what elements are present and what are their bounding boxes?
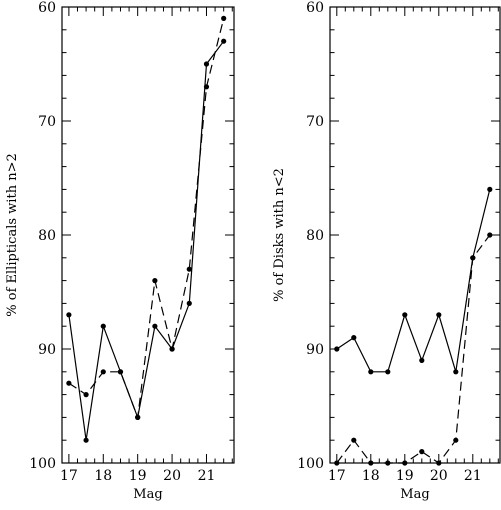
dashed-series-point (470, 255, 476, 261)
x-tick-label: 18 (94, 468, 112, 484)
solid-series-point (385, 369, 391, 375)
solid-series-point (453, 369, 459, 375)
y-tick-label: 80 (38, 228, 56, 244)
solid-series-point (221, 38, 227, 44)
dashed-series-line (336, 234, 491, 464)
dashed-series-point (221, 15, 227, 21)
solid-series-point (186, 300, 192, 306)
dashed-series-point (100, 369, 106, 375)
dashed-series-point (419, 449, 425, 455)
solid-series-point (66, 312, 72, 318)
y-axis-title: % of Disks with n<2 (272, 168, 287, 302)
dashed-series-point (117, 369, 124, 375)
dashed-series-point (152, 278, 158, 284)
y-tick-label: 90 (38, 342, 56, 358)
solid-series-point (334, 346, 340, 352)
solid-series-line (336, 189, 491, 373)
solid-series-line (68, 40, 225, 441)
y-tick-label: 60 (306, 0, 324, 16)
x-axis-title: Mag (133, 487, 162, 502)
solid-series-point (419, 357, 425, 363)
y-tick-label: 70 (306, 114, 324, 130)
dashed-series-point (169, 346, 175, 352)
dashed-series-point (453, 437, 459, 443)
y-tick-label: 90 (306, 342, 324, 358)
dashed-series-point (436, 460, 442, 466)
x-tick-label: 21 (464, 468, 482, 484)
dashed-series-point (66, 380, 72, 386)
x-axis-title: Mag (400, 487, 429, 502)
x-tick-label: 19 (396, 468, 414, 484)
plot-frame (329, 6, 501, 464)
dashed-series-point (368, 460, 374, 466)
solid-series-point (100, 323, 106, 329)
dashed-series-point (402, 460, 408, 466)
x-tick-label: 21 (198, 468, 216, 484)
dashed-series-line (68, 18, 225, 418)
y-tick-label: 70 (38, 114, 56, 130)
dashed-series-point (334, 460, 340, 466)
y-tick-label: 100 (29, 456, 56, 472)
solid-series-point (83, 437, 89, 443)
dashed-series-point (186, 266, 192, 272)
x-tick-label: 19 (129, 468, 147, 484)
y-tick-label: 100 (297, 456, 324, 472)
x-tick-label: 20 (430, 468, 448, 484)
dashed-series-point (487, 232, 493, 238)
dashed-series-point (385, 460, 391, 466)
x-tick-label: 17 (60, 468, 78, 484)
solid-series-point (402, 312, 408, 318)
solid-series-point (152, 323, 158, 329)
dashed-series-point (83, 392, 89, 398)
y-tick-label: 60 (38, 0, 56, 16)
solid-series-point (203, 61, 210, 67)
solid-series-point (351, 335, 357, 341)
y-axis-title: % of Ellipticals with n>2 (5, 153, 20, 316)
y-tick-label: 80 (306, 228, 324, 244)
solid-series-point (368, 369, 374, 375)
solid-series-point (487, 186, 493, 192)
disks-panel: 17 18 19 20 21 60 70 80 90 100 Mag % of Disks with … (272, 0, 501, 502)
x-tick-label: 18 (362, 468, 380, 484)
dashed-series-point (351, 437, 357, 443)
x-tick-label: 17 (328, 468, 346, 484)
solid-series-point (436, 312, 442, 318)
x-tick-label: 20 (163, 468, 181, 484)
dashed-series-point (203, 84, 210, 90)
ellipticals-panel: 17 18 19 20 21 60 70 80 90 100 Mag % of Ellipticals… (5, 0, 235, 502)
dashed-series-point (135, 414, 141, 420)
